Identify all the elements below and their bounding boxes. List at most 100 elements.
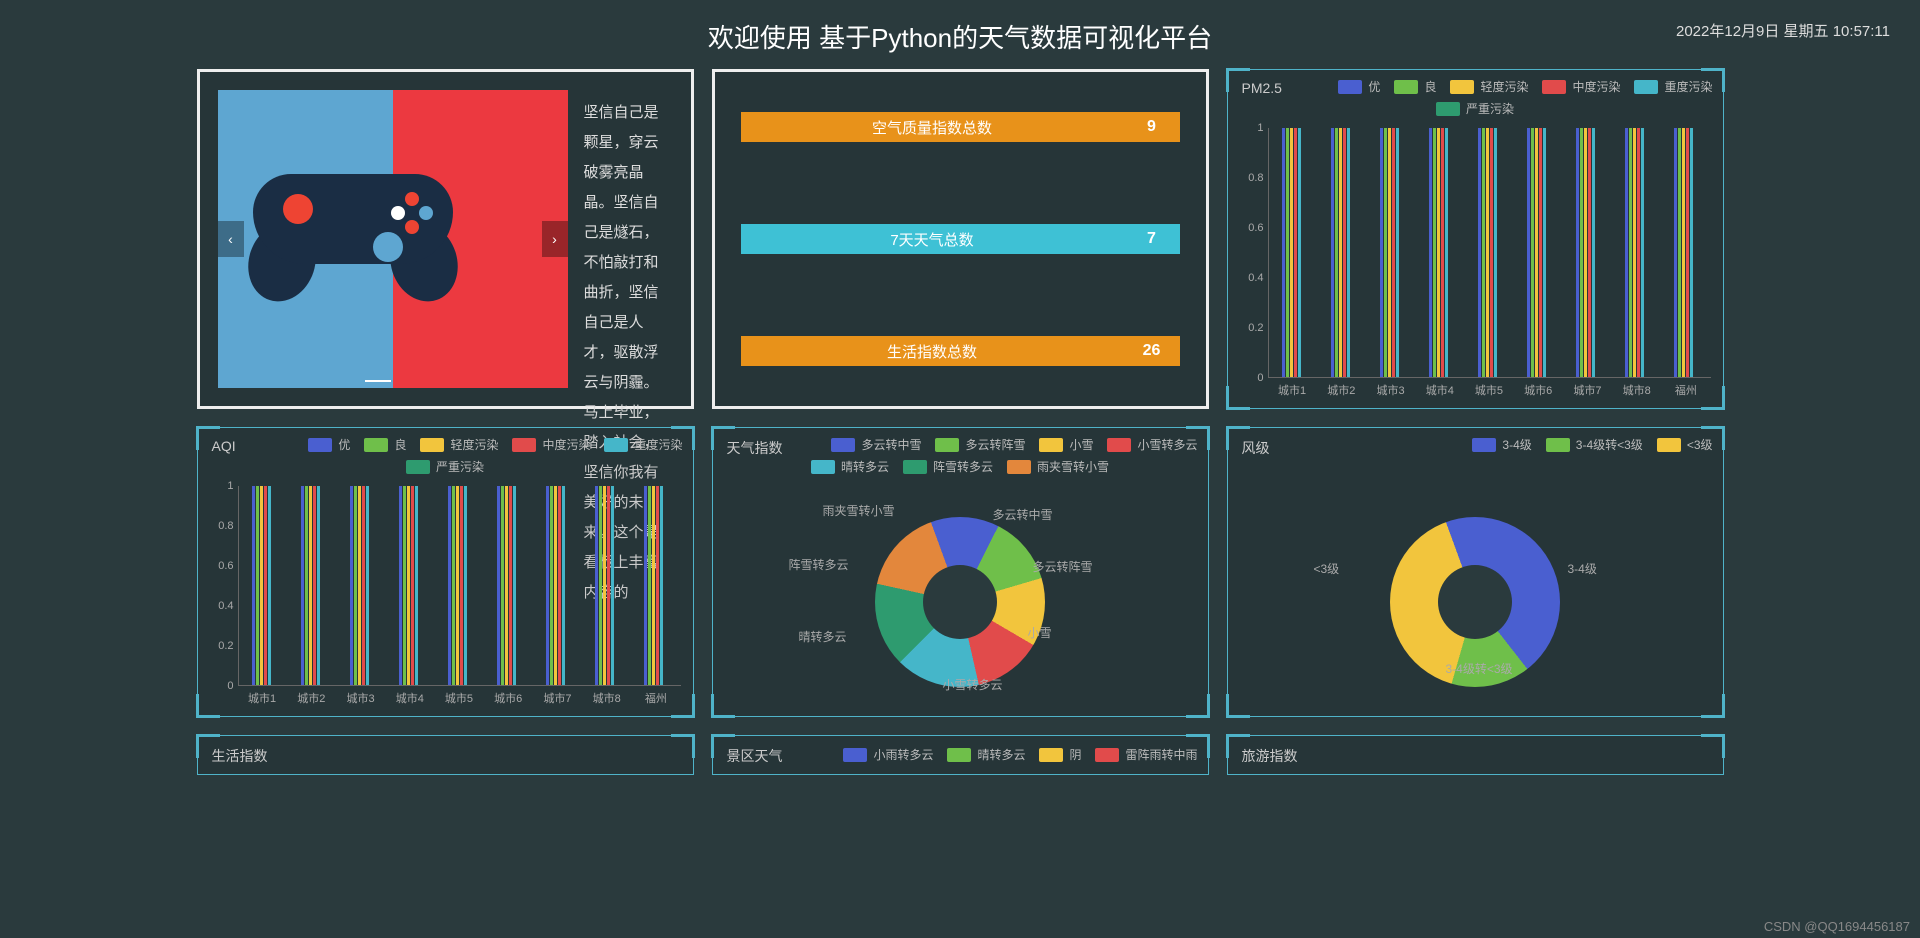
bar[interactable] [1339, 128, 1342, 377]
legend-item[interactable]: 优 [308, 436, 350, 453]
legend-item[interactable]: 3-4级 [1472, 436, 1531, 453]
bar[interactable] [366, 486, 369, 685]
legend-item[interactable]: 轻度污染 [420, 436, 498, 453]
bar[interactable] [411, 486, 414, 685]
bar[interactable] [1576, 128, 1579, 377]
bar[interactable] [1290, 128, 1293, 377]
bar[interactable] [660, 486, 663, 685]
bar[interactable] [460, 486, 463, 685]
bar[interactable] [1286, 128, 1289, 377]
bar[interactable] [644, 486, 647, 685]
bar[interactable] [1637, 128, 1640, 377]
legend-item[interactable]: 晴转多云 [811, 458, 889, 475]
legend-item[interactable]: 优 [1338, 78, 1380, 95]
legend-item[interactable]: <3级 [1657, 436, 1713, 453]
bar[interactable] [1678, 128, 1681, 377]
bar[interactable] [1584, 128, 1587, 377]
bar[interactable] [1527, 128, 1530, 377]
bar[interactable] [256, 486, 259, 685]
legend-item[interactable]: 良 [364, 436, 406, 453]
bar[interactable] [456, 486, 459, 685]
legend-item[interactable]: 多云转阵雪 [935, 436, 1025, 453]
carousel-next-button[interactable]: › [542, 221, 568, 257]
bar[interactable] [1633, 128, 1636, 377]
bar[interactable] [603, 486, 606, 685]
bar[interactable] [599, 486, 602, 685]
bar[interactable] [403, 486, 406, 685]
bar[interactable] [362, 486, 365, 685]
legend-item[interactable]: 阴 [1039, 746, 1081, 763]
bar[interactable] [1388, 128, 1391, 377]
bar[interactable] [350, 486, 353, 685]
bar[interactable] [1437, 128, 1440, 377]
bar[interactable] [1629, 128, 1632, 377]
bar[interactable] [1690, 128, 1693, 377]
legend-item[interactable]: 严重污染 [1436, 100, 1514, 117]
bar[interactable] [1445, 128, 1448, 377]
bar[interactable] [1490, 128, 1493, 377]
legend-item[interactable]: 严重污染 [406, 458, 484, 475]
legend-item[interactable]: 小雪 [1039, 436, 1093, 453]
legend-item[interactable]: 3-4级转<3级 [1546, 436, 1643, 453]
bar[interactable] [1433, 128, 1436, 377]
bar[interactable] [562, 486, 565, 685]
bar[interactable] [260, 486, 263, 685]
bar[interactable] [1335, 128, 1338, 377]
donut[interactable] [875, 517, 1045, 687]
bar[interactable] [497, 486, 500, 685]
bar[interactable] [554, 486, 557, 685]
bar[interactable] [1384, 128, 1387, 377]
bar[interactable] [1380, 128, 1383, 377]
bar[interactable] [1294, 128, 1297, 377]
bar[interactable] [546, 486, 549, 685]
bar[interactable] [309, 486, 312, 685]
legend-item[interactable]: 小雪转多云 [1107, 436, 1197, 453]
bar[interactable] [1429, 128, 1432, 377]
bar[interactable] [648, 486, 651, 685]
bar[interactable] [415, 486, 418, 685]
bar[interactable] [607, 486, 610, 685]
bar[interactable] [358, 486, 361, 685]
legend-item[interactable]: 小雨转多云 [843, 746, 933, 763]
bar[interactable] [558, 486, 561, 685]
legend-item[interactable]: 多云转中雪 [831, 436, 921, 453]
bar[interactable] [354, 486, 357, 685]
bar[interactable] [509, 486, 512, 685]
bar[interactable] [252, 486, 255, 685]
bar[interactable] [652, 486, 655, 685]
bar[interactable] [1441, 128, 1444, 377]
bar[interactable] [595, 486, 598, 685]
legend-item[interactable]: 晴转多云 [947, 746, 1025, 763]
bar[interactable] [407, 486, 410, 685]
bar[interactable] [505, 486, 508, 685]
bar[interactable] [268, 486, 271, 685]
legend-item[interactable]: 中度污染 [512, 436, 590, 453]
bar[interactable] [399, 486, 402, 685]
bar[interactable] [1580, 128, 1583, 377]
bar[interactable] [1588, 128, 1591, 377]
bar[interactable] [1298, 128, 1301, 377]
bar[interactable] [1686, 128, 1689, 377]
bar[interactable] [1486, 128, 1489, 377]
legend-item[interactable]: 雷阵雨转中雨 [1095, 746, 1197, 763]
bar[interactable] [1478, 128, 1481, 377]
bar[interactable] [513, 486, 516, 685]
bar[interactable] [501, 486, 504, 685]
bar[interactable] [1539, 128, 1542, 377]
bar[interactable] [1494, 128, 1497, 377]
bar[interactable] [1331, 128, 1334, 377]
bar[interactable] [656, 486, 659, 685]
legend-item[interactable]: 中度污染 [1542, 78, 1620, 95]
legend-item[interactable]: 阵雪转多云 [903, 458, 993, 475]
bar[interactable] [464, 486, 467, 685]
bar[interactable] [264, 486, 267, 685]
bar[interactable] [1392, 128, 1395, 377]
bar[interactable] [1343, 128, 1346, 377]
bar[interactable] [1682, 128, 1685, 377]
bar[interactable] [305, 486, 308, 685]
bar[interactable] [301, 486, 304, 685]
bar[interactable] [1482, 128, 1485, 377]
bar[interactable] [1396, 128, 1399, 377]
legend-item[interactable]: 重度污染 [1634, 78, 1712, 95]
bar[interactable] [1641, 128, 1644, 377]
